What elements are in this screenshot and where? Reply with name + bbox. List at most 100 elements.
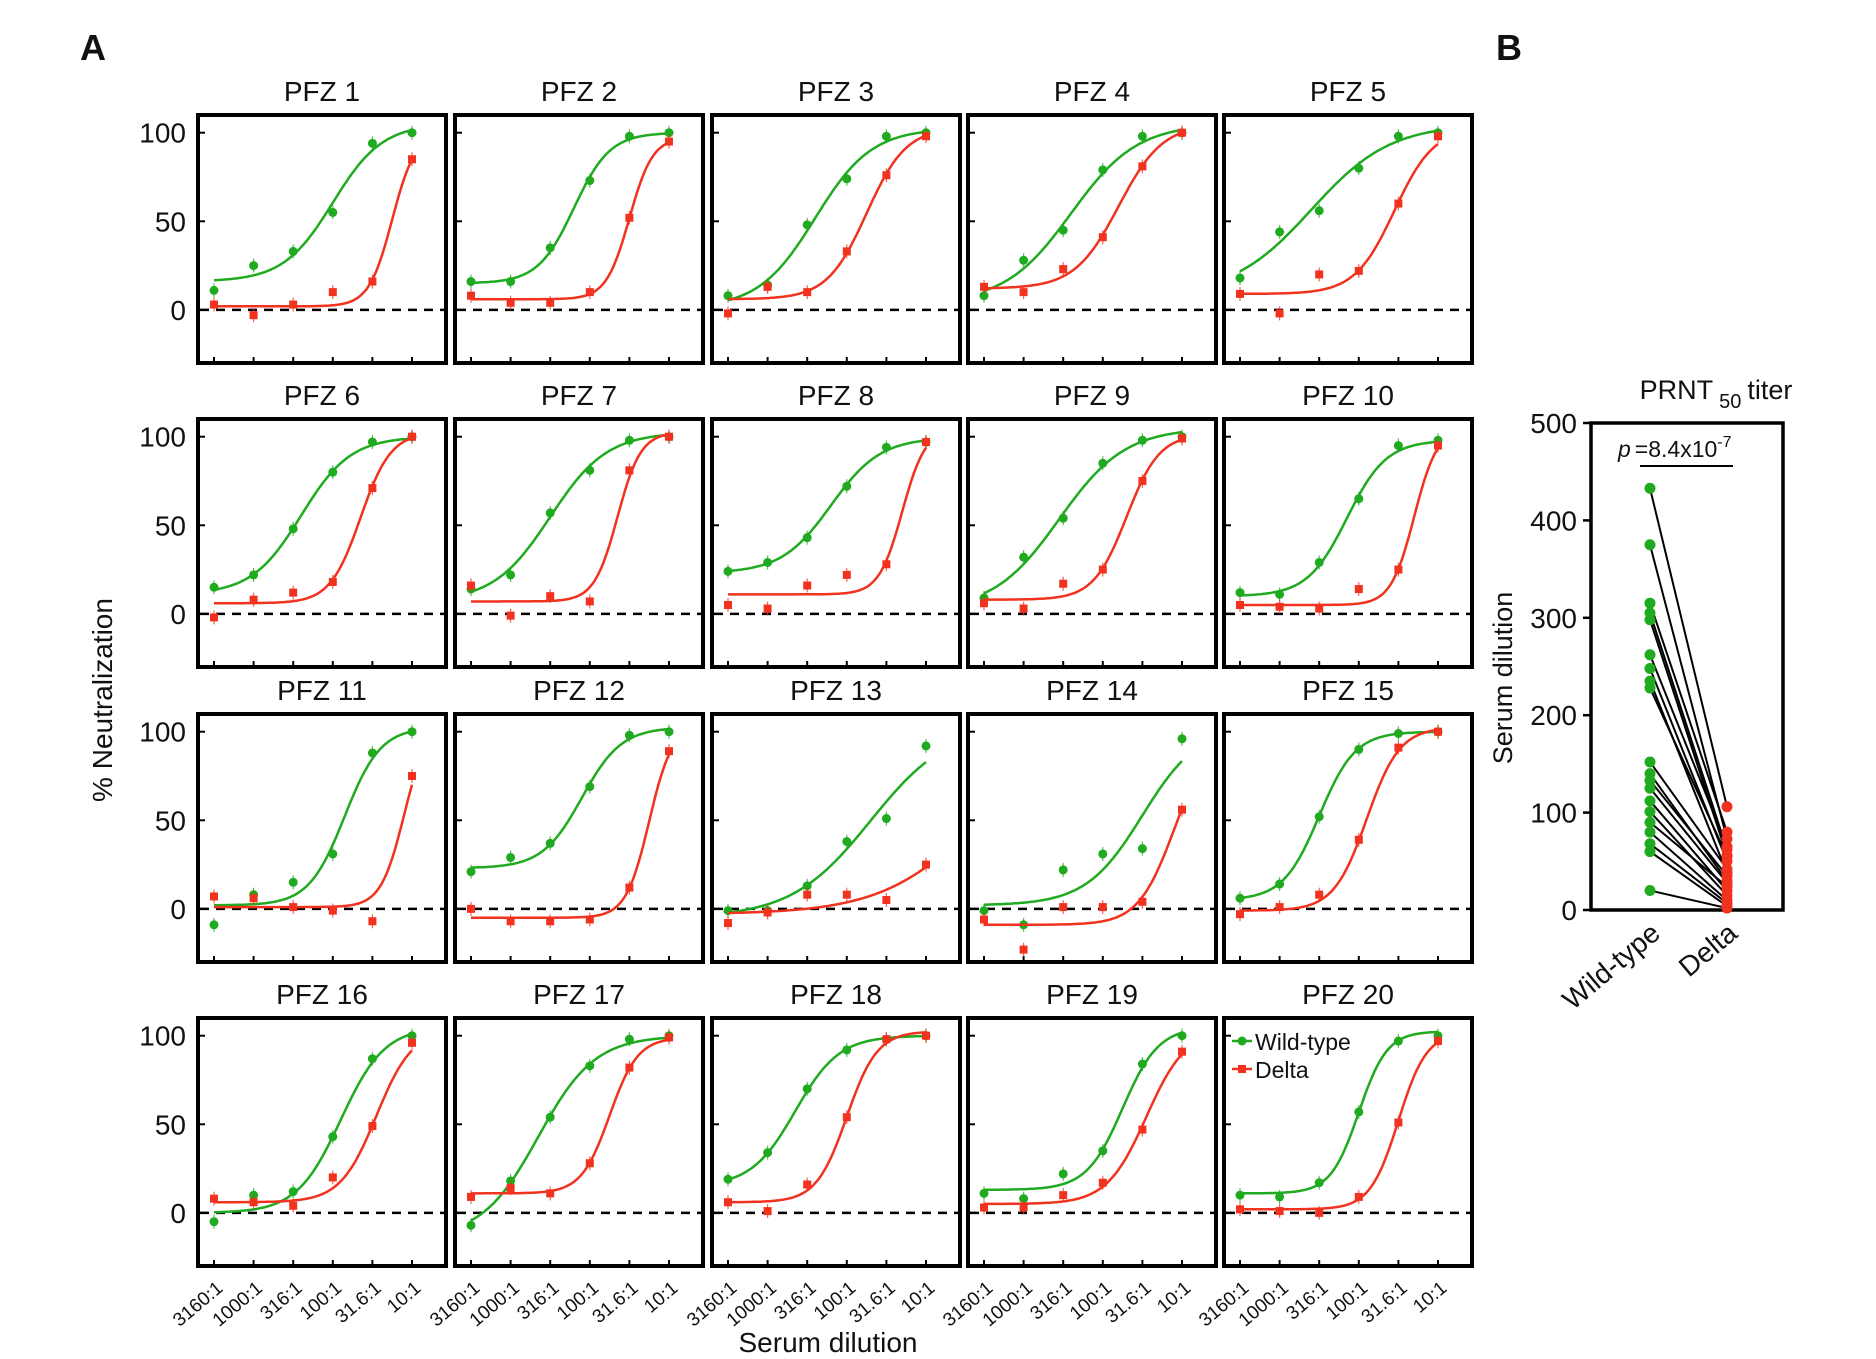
subplot-title: PFZ 10: [1302, 380, 1394, 411]
wild-type-titer-point: [1644, 662, 1656, 674]
delta-point: [1236, 601, 1244, 609]
wild-type-point: [1354, 744, 1364, 754]
delta-point: [1315, 604, 1324, 613]
wild-type-point: [624, 131, 634, 141]
delta-point: [585, 288, 594, 297]
delta-point: [1315, 890, 1324, 899]
legend-delta-marker: [1238, 1065, 1246, 1073]
delta-point: [1019, 1203, 1028, 1212]
delta-point: [1178, 434, 1186, 443]
wild-type-fit-curve: [213, 128, 413, 282]
delta-point: [289, 300, 298, 309]
delta-point: [1019, 945, 1028, 954]
delta-fit-curve: [728, 134, 927, 301]
delta-point: [546, 298, 555, 307]
delta-point: [210, 892, 218, 901]
wild-type-point: [506, 277, 516, 287]
wild-type-point: [1058, 1169, 1068, 1179]
delta-point: [328, 1173, 337, 1182]
wild-type-point: [1058, 513, 1068, 523]
wild-type-point: [723, 566, 733, 576]
delta-point: [408, 432, 416, 441]
delta-point: [1354, 835, 1363, 844]
wild-type-point: [802, 220, 812, 230]
delta-point: [506, 1184, 515, 1193]
delta-titer-point: [1721, 850, 1733, 862]
wild-type-point: [979, 1188, 989, 1198]
delta-point: [1275, 309, 1284, 318]
wild-type-titer-point: [1644, 816, 1656, 828]
pair-line: [1649, 544, 1728, 840]
delta-point: [882, 171, 891, 180]
y-tick-label: 50: [155, 510, 186, 541]
wild-type-fit-curve: [470, 433, 670, 593]
delta-point: [763, 604, 772, 613]
wild-type-titer-point: [1644, 756, 1656, 768]
delta-fit-curve: [471, 433, 670, 603]
delta-point: [289, 1201, 298, 1210]
panel-b-title: PRNT 50 titer: [1640, 375, 1793, 413]
panel-b-y-tick-label: 0: [1561, 895, 1577, 926]
delta-point: [882, 1035, 891, 1044]
delta-point: [1315, 1208, 1324, 1217]
x-tick-label: 316:1: [1282, 1278, 1332, 1325]
wild-type-titer-point: [1644, 614, 1656, 626]
delta-point: [1275, 1207, 1284, 1216]
delta-titer-point: [1721, 826, 1733, 838]
delta-point: [1178, 805, 1186, 814]
delta-point: [408, 155, 416, 164]
subplot-frame: [453, 113, 705, 365]
delta-fit-curve: [984, 131, 1183, 290]
wild-type-point: [1275, 1192, 1285, 1202]
delta-point: [467, 581, 475, 590]
wild-type-point: [367, 748, 377, 758]
wild-type-fit-curve: [213, 1032, 413, 1214]
wild-type-point: [1314, 1178, 1324, 1188]
subplot-pfz-6: PFZ 6 0 50 100: [139, 380, 448, 669]
wild-type-point: [842, 837, 852, 847]
wild-type-point: [1058, 225, 1068, 235]
delta-point: [249, 595, 258, 604]
subplot-pfz-5: PFZ 5: [1222, 76, 1474, 365]
subplot-frame: [453, 1016, 705, 1268]
y-tick-label: 0: [170, 295, 186, 326]
subplot-title: PFZ 4: [1054, 76, 1130, 107]
wild-type-titer-point: [1644, 539, 1656, 551]
wild-type-fit-curve: [983, 1031, 1183, 1192]
delta-point: [803, 288, 812, 297]
wild-type-point: [328, 207, 338, 217]
delta-point: [625, 883, 634, 892]
subplot-frame: [966, 1016, 1218, 1268]
delta-fit-curve: [728, 866, 927, 915]
legend-delta-label: Delta: [1255, 1057, 1309, 1083]
delta-point: [546, 917, 555, 926]
subplot-frame: [1222, 712, 1474, 964]
wild-type-point: [723, 1174, 733, 1184]
wild-type-point: [802, 881, 812, 891]
delta-point: [1315, 270, 1324, 279]
delta-point: [249, 1198, 258, 1207]
subplot-title: PFZ 12: [533, 675, 625, 706]
wild-type-point: [466, 277, 476, 287]
wild-type-point: [328, 467, 338, 477]
subplot-frame: [710, 712, 962, 964]
subplot-title: PFZ 7: [541, 380, 617, 411]
subplot-frame: [966, 712, 1218, 964]
wild-type-point: [1058, 865, 1068, 875]
wild-type-point: [1235, 1190, 1245, 1200]
y-tick-label: 100: [139, 1021, 186, 1052]
wild-type-point: [288, 877, 298, 887]
delta-point: [1178, 128, 1186, 137]
wild-type-fit-curve: [983, 760, 1183, 906]
wild-type-point: [407, 727, 417, 737]
y-tick-label: 50: [155, 805, 186, 836]
wild-type-titer-point: [1644, 838, 1656, 850]
subplot-frame: [1222, 417, 1474, 669]
subplot-title: PFZ 14: [1046, 675, 1138, 706]
subplot-pfz-10: PFZ 10: [1222, 380, 1474, 669]
delta-point: [1354, 266, 1363, 275]
delta-point: [506, 917, 515, 926]
delta-point: [625, 213, 634, 222]
delta-point: [546, 592, 555, 601]
wild-type-point: [367, 437, 377, 447]
